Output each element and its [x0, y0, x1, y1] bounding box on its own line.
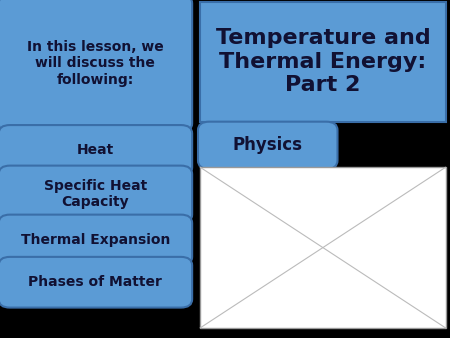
FancyBboxPatch shape	[200, 2, 446, 122]
Text: Phases of Matter: Phases of Matter	[28, 275, 162, 289]
Text: Temperature and
Thermal Energy:
Part 2: Temperature and Thermal Energy: Part 2	[216, 28, 430, 95]
Bar	[200, 167, 446, 328]
FancyBboxPatch shape	[0, 257, 192, 308]
FancyBboxPatch shape	[0, 125, 192, 176]
FancyBboxPatch shape	[0, 166, 192, 223]
Text: Thermal Expansion: Thermal Expansion	[21, 233, 170, 247]
FancyBboxPatch shape	[198, 122, 338, 169]
Text: Physics: Physics	[233, 136, 303, 154]
FancyBboxPatch shape	[0, 215, 192, 265]
Text: In this lesson, we
will discuss the
following:: In this lesson, we will discuss the foll…	[27, 40, 164, 87]
Text: Specific Heat
Capacity: Specific Heat Capacity	[44, 179, 147, 210]
Text: Heat: Heat	[77, 143, 114, 158]
FancyBboxPatch shape	[0, 0, 192, 132]
